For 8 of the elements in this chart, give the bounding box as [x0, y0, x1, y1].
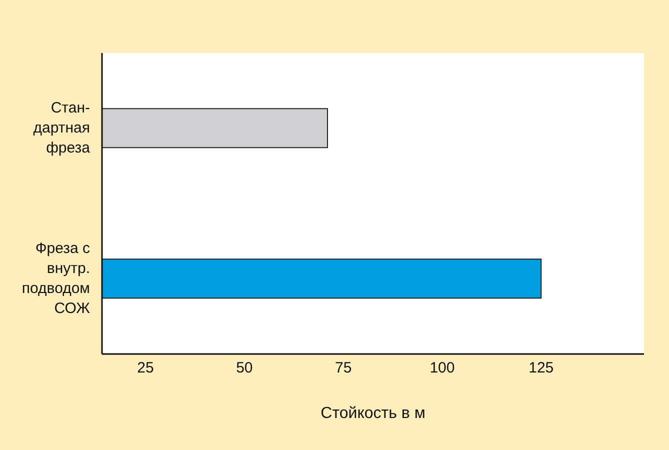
- x-axis-title: Стойкость в м: [320, 405, 426, 422]
- x-tick-label: 50: [236, 360, 253, 377]
- x-tick-label: 100: [430, 360, 455, 377]
- x-tick-label: 125: [528, 360, 554, 377]
- y-tick-label: Стан- дартная фреза: [33, 99, 91, 156]
- y-tick-label: Фреза с внутр. подводом СОЖ: [22, 240, 90, 317]
- x-tick-label: 75: [334, 360, 352, 377]
- x-tick-label: 25: [137, 360, 154, 377]
